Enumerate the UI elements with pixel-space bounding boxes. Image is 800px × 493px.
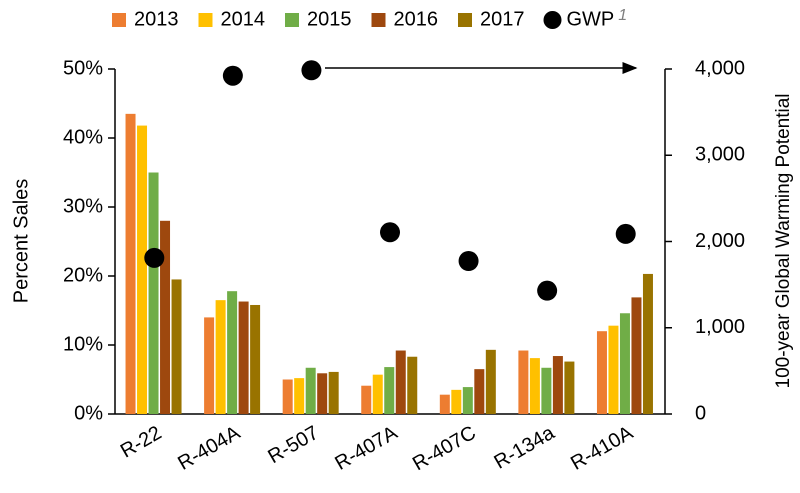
legend-label: 2014 — [221, 8, 266, 30]
bar — [407, 356, 418, 414]
bar — [596, 331, 607, 414]
bar — [294, 378, 305, 414]
x-tick-label: R-407C — [409, 422, 480, 476]
y-tick-label: 30% — [63, 195, 103, 217]
x-tick-label: R-134a — [490, 421, 559, 473]
bar — [564, 361, 575, 414]
bar — [328, 371, 339, 414]
x-tick-label: R-507 — [264, 422, 322, 468]
bar — [250, 304, 261, 414]
x-tick-label: R-407A — [331, 422, 401, 475]
bar — [361, 385, 372, 414]
y2-tick-label: 4,000 — [695, 57, 745, 79]
gwp-point — [537, 280, 558, 301]
y-tick-label: 10% — [63, 333, 103, 355]
y-axis-title: Percent Sales — [10, 179, 32, 304]
bar — [608, 325, 619, 414]
bar — [462, 387, 473, 414]
legend-swatch — [285, 13, 299, 27]
bar — [474, 369, 485, 414]
bar — [384, 367, 395, 414]
gwp-point — [615, 223, 636, 244]
bar — [227, 291, 238, 414]
legend-label: 2013 — [134, 8, 179, 30]
y-tick-label: 20% — [63, 264, 103, 286]
bar — [160, 220, 171, 414]
gwp-point — [380, 222, 400, 243]
y-tick-label: 40% — [63, 126, 103, 148]
legend-marker — [543, 11, 562, 29]
legend-swatch — [112, 13, 126, 27]
bar — [529, 358, 540, 414]
legend-superscript: 1 — [618, 7, 627, 24]
legend-label: 2015 — [307, 8, 352, 30]
bar — [215, 300, 226, 414]
gwp-point — [458, 250, 479, 271]
bar — [439, 394, 450, 414]
bar — [395, 350, 406, 414]
bar — [317, 373, 328, 414]
bar — [631, 297, 642, 414]
legend-label: GWP — [567, 8, 615, 30]
legend-swatch — [371, 13, 386, 27]
gwp-point — [301, 60, 322, 81]
bar — [485, 349, 496, 414]
x-tick-label: R-410A — [567, 422, 637, 475]
legend-label: 2017 — [480, 8, 525, 30]
bar — [305, 367, 316, 414]
legend-swatch — [198, 13, 213, 27]
y-tick-label: 50% — [63, 57, 103, 79]
bar — [541, 367, 552, 414]
bar — [451, 389, 462, 414]
bar — [148, 172, 159, 414]
y-tick-label: 0% — [74, 402, 103, 424]
y2-tick-label: 2,000 — [695, 230, 745, 252]
bar — [125, 113, 136, 414]
bar — [137, 125, 148, 414]
gwp-point — [222, 65, 243, 86]
y2-tick-label: 1,000 — [695, 316, 745, 338]
legend-swatch — [458, 13, 472, 27]
y2-tick-label: 3,000 — [695, 144, 745, 166]
y2-axis-title: 100-year Global Warming Potential — [773, 94, 794, 389]
bar — [552, 356, 563, 414]
bar — [642, 273, 653, 414]
bar — [282, 379, 293, 414]
y2-tick-label: 0 — [695, 402, 706, 424]
x-tick-label: R-404A — [174, 422, 244, 475]
bar — [204, 317, 215, 414]
bar — [171, 279, 182, 414]
bar — [518, 350, 529, 414]
x-tick-label: R-22 — [117, 422, 166, 463]
legend-label: 2016 — [394, 8, 439, 30]
bar — [238, 301, 249, 414]
gwp-point — [144, 247, 165, 268]
bar — [619, 313, 630, 414]
bar — [372, 374, 383, 414]
